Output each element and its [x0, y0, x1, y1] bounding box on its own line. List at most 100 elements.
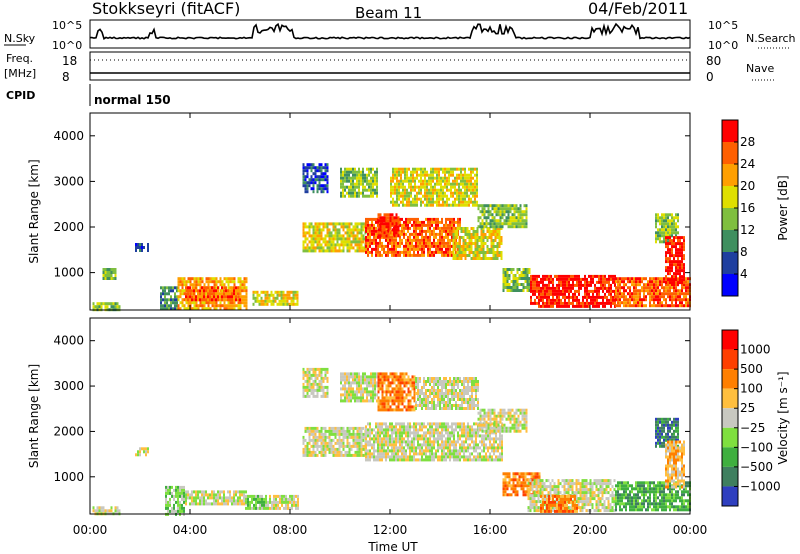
echo-cell [423, 422, 425, 426]
echo-cell [176, 298, 178, 302]
echo-cell [312, 163, 315, 167]
echo-cell [492, 227, 495, 230]
echo-cell [623, 283, 625, 287]
echo-cell [92, 509, 95, 513]
echo-cell [621, 277, 623, 281]
echo-cell [671, 269, 673, 273]
echo-cell [292, 299, 295, 303]
echo-cell [205, 286, 207, 290]
echo-cell [312, 382, 315, 386]
echo-cell [655, 286, 657, 290]
echo-cell [324, 222, 327, 226]
echo-cell [424, 185, 426, 189]
echo-cell [623, 292, 625, 296]
echo-cell [474, 239, 477, 242]
echo-cell [441, 229, 443, 233]
echo-cell [328, 441, 331, 445]
echo-cell [681, 266, 683, 270]
echo-cell [160, 301, 162, 305]
echo-cell [385, 458, 387, 462]
echo-cell [425, 458, 427, 462]
echo-cell [398, 197, 400, 201]
echo-cell [205, 490, 207, 494]
echo-cell [365, 443, 367, 447]
echo-cell [398, 173, 400, 177]
echo-cell [376, 194, 378, 198]
echo-cell [610, 301, 612, 305]
echo-cell [635, 301, 637, 305]
echo-cell [393, 428, 395, 432]
echo-cell [340, 453, 343, 457]
echo-cell [391, 228, 394, 232]
echo-cell [342, 372, 344, 376]
echo-cell [649, 301, 651, 305]
echo-cell [203, 493, 205, 497]
echo-cell [428, 173, 430, 177]
echo-cell [342, 173, 344, 177]
echo-cell [177, 307, 180, 311]
echo-cell [177, 280, 180, 284]
echo-cell [431, 422, 433, 426]
echo-cell [449, 223, 451, 227]
echo-cell [470, 179, 472, 183]
echo-cell [362, 246, 365, 250]
echo-cell [342, 441, 345, 445]
echo-cell [405, 226, 407, 230]
echo-cell [446, 194, 448, 198]
echo-cell [231, 499, 233, 503]
echo-cell [419, 452, 421, 456]
echo-cell [310, 178, 313, 182]
echo-cell [185, 283, 188, 287]
echo-cell [308, 385, 311, 389]
echo-cell [472, 185, 474, 189]
echo-cell [314, 394, 317, 398]
echo-cell [221, 298, 223, 302]
echo-cell [405, 223, 407, 227]
echo-cell [631, 295, 633, 299]
echo-cell [185, 286, 187, 290]
noise-strip: N.Sky 10^5 10^0 10^5 10^0 N.Search [4, 19, 796, 52]
echo-cell [681, 283, 683, 287]
echo-cell [268, 296, 271, 300]
echo-cell [488, 257, 491, 260]
echo-cell [286, 299, 289, 303]
echo-cell [185, 298, 187, 302]
echo-cell [548, 301, 550, 305]
echo-cell [484, 233, 487, 236]
echo-cell [414, 185, 416, 189]
echo-cell [420, 170, 422, 174]
echo-cell [538, 292, 540, 296]
echo-cell [322, 246, 325, 250]
echo-cell [189, 292, 192, 296]
echo-cell [639, 298, 641, 302]
echo-cell [362, 191, 364, 195]
echo-cell [647, 283, 649, 287]
echo-cell [445, 232, 447, 236]
echo-cell [608, 289, 610, 293]
echo-cell [326, 370, 329, 374]
echo-cell [427, 449, 429, 453]
echo-cell [427, 422, 429, 426]
echo-cell [346, 450, 349, 454]
echo-cell [308, 382, 311, 386]
echo-cell [415, 223, 417, 227]
echo-cell [421, 434, 423, 438]
echo-cell [405, 250, 407, 254]
echo-cell [362, 167, 364, 171]
echo-cell [342, 429, 345, 433]
echo-cell [191, 277, 194, 281]
echo-cell [245, 301, 248, 305]
echo-cell [387, 440, 389, 444]
echo-cell [387, 449, 389, 453]
echo-cell [552, 286, 554, 290]
echo-cell [381, 222, 384, 226]
echo-cell [625, 301, 627, 305]
echo-cell [679, 260, 681, 264]
echo-cell [494, 233, 497, 236]
echo-cell [334, 243, 337, 247]
echo-cell [288, 290, 291, 294]
echo-cell [385, 226, 387, 230]
echo-cell [199, 283, 202, 287]
echo-cell [590, 280, 592, 284]
echo-cell [421, 455, 423, 459]
